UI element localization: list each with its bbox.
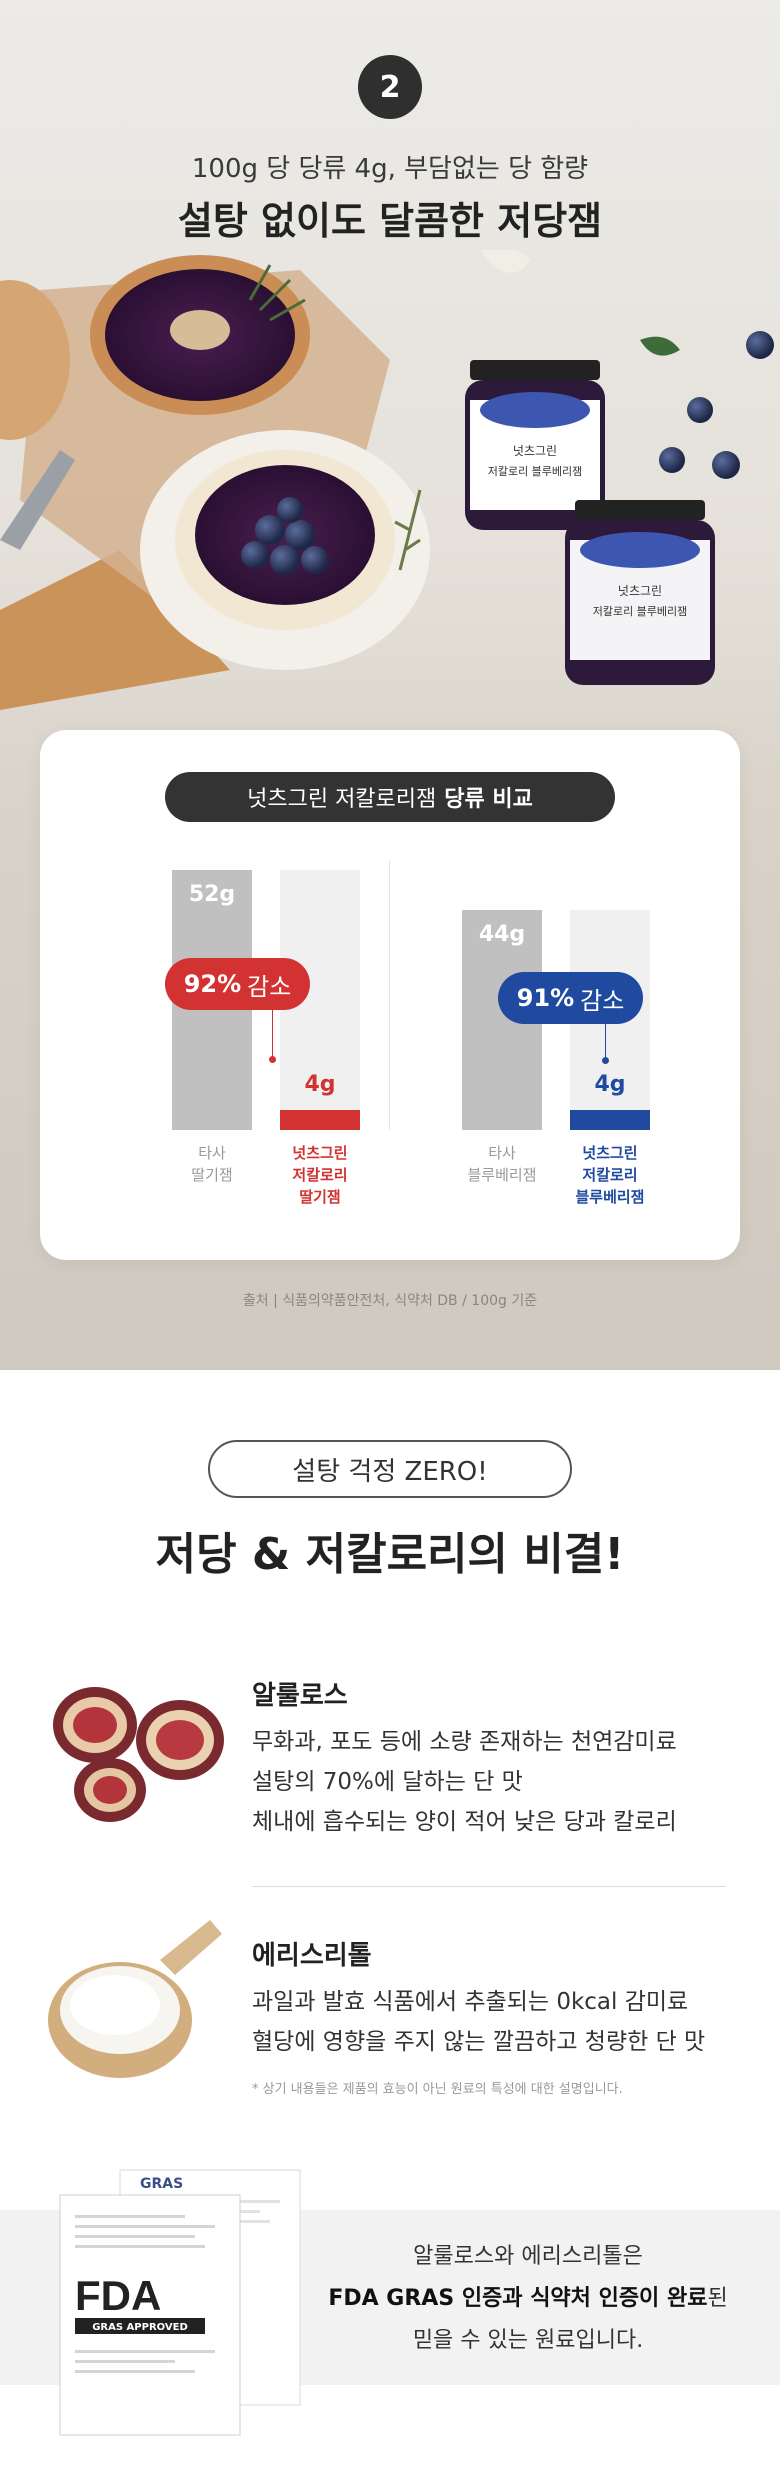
blueberry-reduction-pill: 91% 감소	[498, 972, 643, 1024]
disclaimer-note: * 상기 내용들은 제품의 효능이 아닌 원료의 특성에 대한 설명입니다.	[252, 2082, 623, 2097]
blueberry-reduction-label: 감소	[580, 986, 625, 1015]
label-line: 타사	[198, 1144, 226, 1162]
erythritol-title: 에리스리톨	[252, 1941, 372, 1971]
label-line: 저칼로리	[582, 1166, 638, 1184]
label-line: 딸기잼	[191, 1166, 233, 1184]
cert-line-2: FDA GRAS 인증과 식약처 인증이 완료된	[318, 2280, 738, 2312]
label-line: 블루베리잼	[467, 1166, 537, 1184]
low-sugar-section: 2 100g 당 당류 4g, 부담없는 당 함량 설탕 없이도 달콤한 저당잼	[0, 0, 780, 1370]
strawberry-reduction-percent: 92%	[183, 970, 242, 998]
comparison-divider	[389, 860, 390, 1130]
cert-line-3: 믿을 수 있는 원료입니다.	[412, 2328, 644, 2353]
allulose-title: 알룰로스	[252, 1681, 348, 1711]
competitor-blueberry-label: 타사 블루베리잼	[442, 1142, 562, 1186]
allulose-desc-line: 체내에 흡수되는 양이 적어 낮은 당과 칼로리	[252, 1809, 677, 1835]
jar2-product-label: 저칼로리 블루베리잼	[593, 605, 688, 618]
jar2-brand-label: 넛츠그린	[618, 584, 662, 598]
erythritol-desc-line: 과일과 발효 식품에서 추출되는 0kcal 감미료	[252, 1989, 689, 2015]
jar1-brand-label: 넛츠그린	[513, 444, 557, 458]
gras-doc-label: GRAS	[140, 2176, 183, 2192]
erythritol-desc-line: 혈당에 영향을 주지 않는 깔끔하고 청량한 단 맛	[252, 2029, 706, 2055]
hero-headline: 설탕 없이도 달콤한 저당잼	[177, 199, 603, 243]
data-source-note: 출처 | 식품의약품안전처, 식약처 DB / 100g 기준	[242, 1293, 538, 1309]
cert-line-1: 알룰로스와 에리스리톨은	[413, 2244, 643, 2269]
label-line: 넛츠그린	[582, 1144, 638, 1162]
label-line: 타사	[488, 1144, 516, 1162]
ours-blueberry-label: 넛츠그린 저칼로리 블루베리잼	[550, 1142, 670, 1208]
fda-logo-sub: GRAS APPROVED	[92, 2322, 188, 2333]
fig-icon	[40, 1665, 230, 1835]
product-photo: 넛츠그린 저칼로리 블루베리잼 넛츠그린 저칼로리 블루베리잼	[0, 250, 780, 710]
ingredient-divider	[252, 1886, 726, 1887]
label-line: 넛츠그린	[292, 1144, 348, 1162]
sugar-comparison-card: 넛츠그린 저칼로리잼 당류 비교 52g 4g 92% 감소 타사 딸기잼 넛츠…	[40, 730, 740, 1260]
pill-connector-dot	[602, 1057, 609, 1064]
hero-subheadline: 100g 당 당류 4g, 부담없는 당 함량	[191, 154, 589, 184]
ours-strawberry-value: 4g	[304, 1072, 336, 1097]
sweetener-scoop-icon	[40, 1920, 230, 2090]
label-line: 블루베리잼	[575, 1188, 645, 1206]
sugar-zero-pill: 설탕 걱정 ZERO!	[208, 1440, 572, 1498]
cert-line-2-bold: FDA GRAS 인증과 식약처 인증이 완료	[328, 2286, 708, 2311]
comparison-title-bold: 당류 비교	[444, 787, 533, 812]
ours-strawberry-bar	[280, 1110, 360, 1130]
fda-certificate-image: GRAS FDA GRAS APPROVED	[50, 2160, 310, 2440]
competitor-strawberry-label: 타사 딸기잼	[152, 1142, 272, 1186]
jar1-product-label: 저칼로리 블루베리잼	[488, 465, 583, 478]
competitor-strawberry-value: 52g	[188, 882, 236, 907]
strawberry-reduction-label: 감소	[247, 972, 292, 1001]
step-badge: 2	[358, 55, 422, 119]
ours-blueberry-value: 4g	[594, 1072, 626, 1097]
pill-connector-line	[605, 1022, 606, 1060]
blueberry-reduction-percent: 91%	[516, 984, 575, 1012]
ours-blueberry-bar	[570, 1110, 650, 1130]
ours-strawberry-label: 넛츠그린 저칼로리 딸기잼	[260, 1142, 380, 1208]
pill-connector-line	[272, 1008, 273, 1058]
allulose-desc-line: 무화과, 포도 등에 소량 존재하는 천연감미료	[252, 1729, 677, 1755]
comparison-title-normal: 넛츠그린 저칼로리잼	[247, 787, 437, 812]
pill-connector-dot	[269, 1056, 276, 1063]
fda-logo: FDA	[75, 2272, 161, 2319]
comparison-title: 넛츠그린 저칼로리잼 당류 비교	[165, 772, 615, 822]
allulose-desc-line: 설탕의 70%에 달하는 단 맛	[252, 1769, 523, 1795]
cert-line-2-normal: 된	[707, 2286, 728, 2311]
label-line: 저칼로리	[292, 1166, 348, 1184]
competitor-blueberry-value: 44g	[478, 922, 526, 947]
secret-headline: 저당 & 저칼로리의 비결!	[155, 1529, 625, 1580]
strawberry-reduction-pill: 92% 감소	[165, 958, 310, 1010]
label-line: 딸기잼	[299, 1188, 341, 1206]
